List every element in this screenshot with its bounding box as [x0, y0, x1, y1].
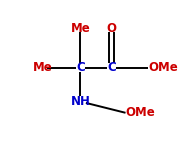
Text: OMe: OMe	[148, 61, 178, 74]
Text: Me: Me	[33, 61, 52, 74]
Text: OMe: OMe	[125, 106, 155, 119]
Text: O: O	[106, 22, 116, 35]
Text: C: C	[107, 61, 116, 74]
Text: Me: Me	[70, 22, 90, 35]
Text: NH: NH	[70, 95, 90, 108]
Text: C: C	[76, 61, 85, 74]
